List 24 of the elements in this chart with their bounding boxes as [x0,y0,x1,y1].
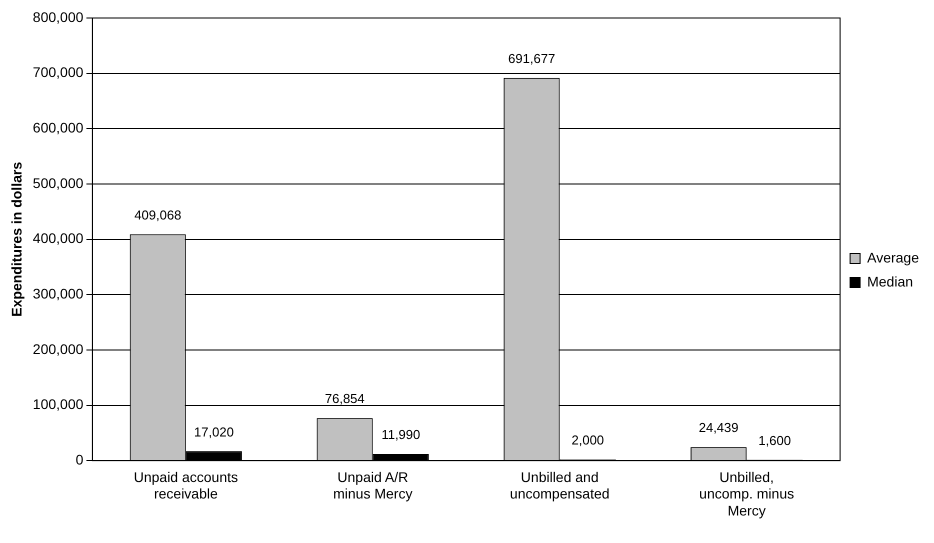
x-tick-label: Unbilled, uncomp. minus Mercy [699,468,794,518]
y-tick-label: 100,000 [32,396,84,412]
data-label: 17,020 [194,424,234,440]
data-label: 1,600 [758,432,791,448]
y-tick-label: 200,000 [32,340,84,357]
y-tick-label: 800,000 [32,8,84,25]
data-label: 691,677 [508,51,556,66]
y-tick-label: 700,000 [32,64,84,80]
data-label: 11,990 [381,427,420,442]
data-label: 24,439 [698,420,738,436]
data-label: 76,854 [324,391,365,406]
x-tick-label: Unbilled and uncompensated [510,468,610,502]
data-label: 409,068 [134,207,182,222]
data-label: 2,000 [571,432,604,448]
x-tick-label: Unpaid A/R minus Mercy [333,468,412,502]
x-tick-label: Unpaid accounts receivable [134,468,238,502]
y-tick-label: 500,000 [32,174,84,191]
legend-label: Average [867,249,920,266]
y-tick-label: 600,000 [32,120,84,136]
y-tick-label: 300,000 [32,285,84,302]
y-axis-title: Expenditures in dollars [8,162,24,317]
y-tick-label: 0 [76,451,84,468]
y-tick-label: 400,000 [32,230,84,246]
legend-label: Median [867,273,914,290]
